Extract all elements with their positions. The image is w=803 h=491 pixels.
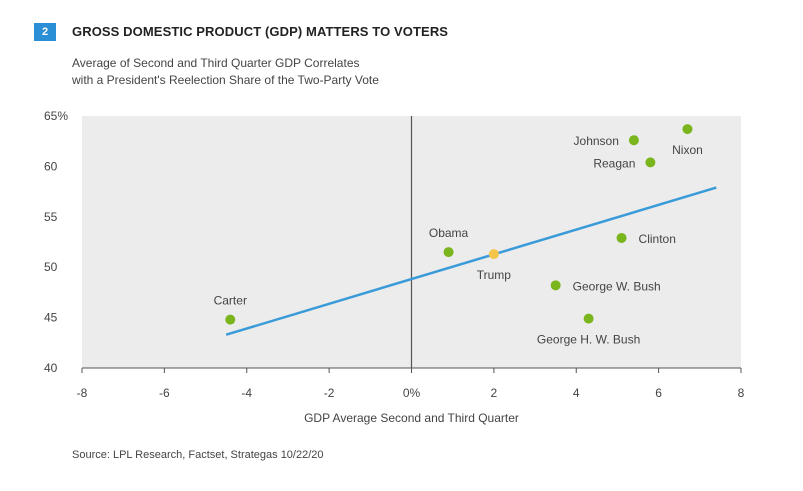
point-label-trump: Trump bbox=[477, 268, 512, 282]
y-tick-label: 50 bbox=[44, 260, 58, 274]
source-note: Source: LPL Research, Factset, Strategas… bbox=[72, 449, 324, 461]
data-point-johnson bbox=[628, 135, 639, 146]
data-point-george-h-w-bush bbox=[583, 313, 594, 324]
point-label-clinton: Clinton bbox=[639, 232, 676, 246]
x-tick-label: -2 bbox=[324, 386, 335, 400]
data-point-clinton bbox=[616, 232, 627, 243]
subtitle-line-2: with a President's Reelection Share of t… bbox=[72, 73, 379, 87]
y-tick-label: 40 bbox=[44, 361, 58, 375]
x-tick-label: 4 bbox=[573, 386, 580, 400]
point-label-nixon: Nixon bbox=[672, 143, 703, 157]
x-tick-label: -8 bbox=[77, 386, 88, 400]
point-label-obama: Obama bbox=[429, 226, 469, 240]
point-label-carter: Carter bbox=[214, 294, 247, 308]
y-tick-label: 55 bbox=[44, 210, 58, 224]
x-tick-label: 6 bbox=[655, 386, 662, 400]
figure-number-badge: 2 bbox=[34, 23, 56, 41]
y-tick-label: 65% bbox=[44, 109, 68, 123]
x-tick-label: -6 bbox=[159, 386, 170, 400]
data-point-reagan bbox=[645, 157, 656, 168]
chart-subtitle: Average of Second and Third Quarter GDP … bbox=[72, 55, 592, 89]
x-tick-label: 0% bbox=[403, 386, 421, 400]
point-label-johnson: Johnson bbox=[574, 134, 619, 148]
x-axis-title: GDP Average Second and Third Quarter bbox=[304, 411, 519, 425]
x-tick-label: 2 bbox=[491, 386, 498, 400]
x-tick-label: 8 bbox=[738, 386, 745, 400]
chart-title: GROSS DOMESTIC PRODUCT (GDP) MATTERS TO … bbox=[72, 24, 449, 39]
data-point-carter bbox=[225, 314, 236, 325]
y-tick-label: 45 bbox=[44, 311, 58, 325]
data-point-nixon bbox=[682, 124, 693, 135]
point-label-george-w-bush: George W. Bush bbox=[573, 279, 661, 293]
data-point-george-w-bush bbox=[550, 280, 561, 291]
point-label-george-h-w-bush: George H. W. Bush bbox=[537, 333, 640, 347]
x-tick-label: -4 bbox=[241, 386, 252, 400]
data-point-obama bbox=[443, 247, 454, 258]
data-point-trump bbox=[488, 249, 499, 260]
trend-line bbox=[225, 186, 717, 336]
subtitle-line-1: Average of Second and Third Quarter GDP … bbox=[72, 56, 360, 70]
point-label-reagan: Reagan bbox=[593, 156, 635, 170]
y-tick-label: 60 bbox=[44, 159, 58, 173]
